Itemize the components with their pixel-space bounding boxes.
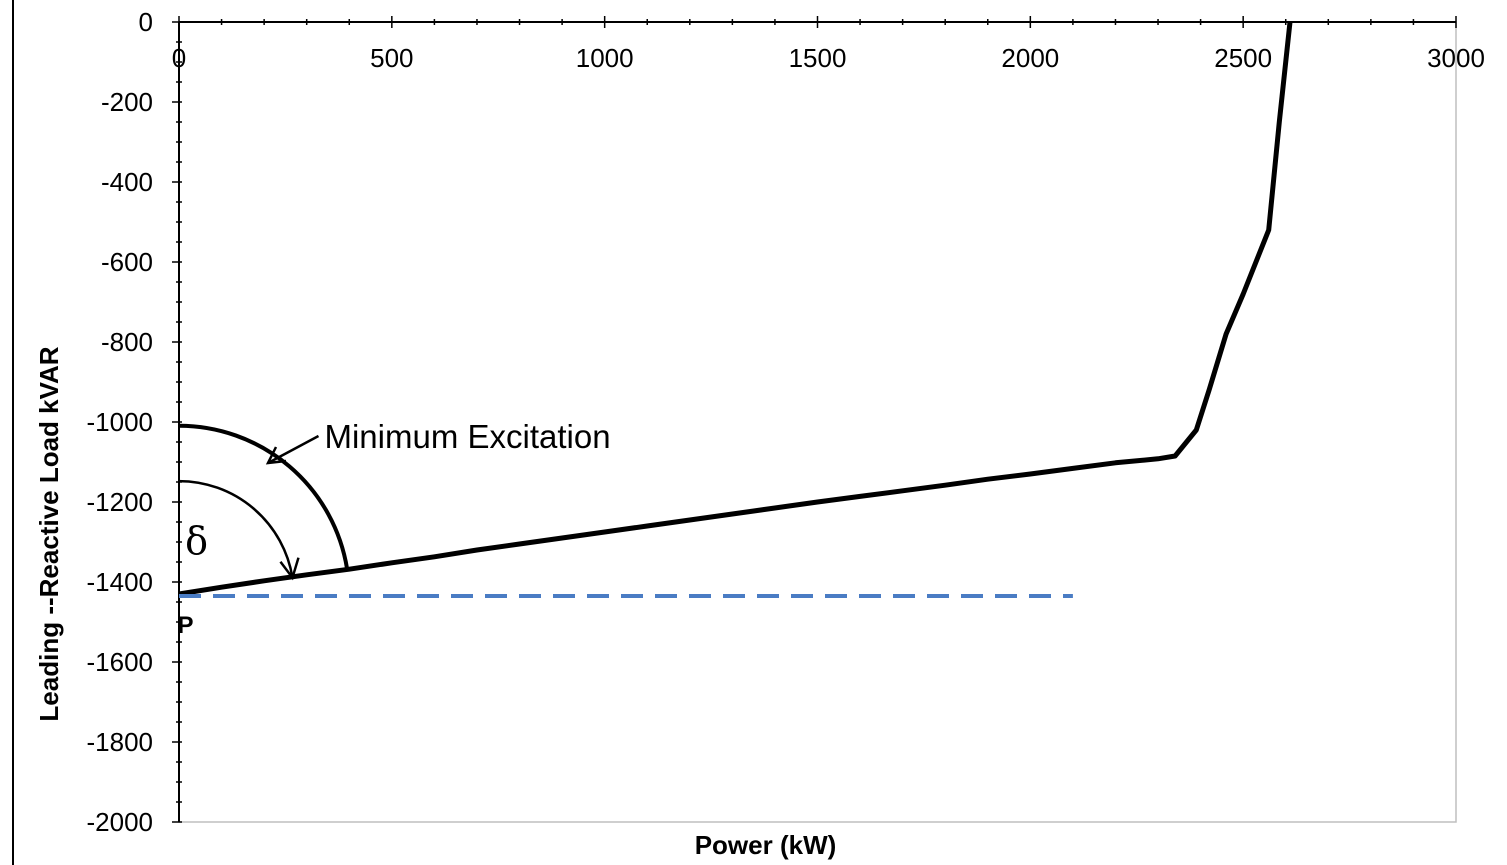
y-tick-label: -600 [101, 247, 153, 277]
y-axis-title: Leading --Reactive Load kVAR [34, 346, 64, 721]
x-tick-label: 3000 [1427, 43, 1485, 73]
x-tick-label: 2000 [1001, 43, 1059, 73]
y-tick-label: -2000 [87, 807, 154, 837]
delta-symbol: δ [185, 519, 208, 563]
min-excitation-arrowhead [265, 446, 287, 465]
tick-labels: 0 500 1000 1500 2000 2500 3000 0 -200 -400 -600 -80… [87, 7, 1485, 837]
min-excitation-arc [178, 423, 350, 570]
y-tick-label: 0 [139, 7, 153, 37]
annotations: Minimum Excitation δ P [178, 418, 611, 639]
tick-marks [172, 16, 1457, 823]
capability-curve-line [178, 21, 1293, 597]
x-tick-label: 500 [370, 43, 413, 73]
x-tick-label: 0 [172, 43, 186, 73]
delta-arrowhead [279, 557, 300, 581]
series-group [178, 21, 1293, 598]
y-tick-label: -800 [101, 327, 153, 357]
x-axis-title: Power (kW) [695, 830, 837, 860]
y-tick-label: -1600 [87, 647, 154, 677]
y-tick-label: -200 [101, 87, 153, 117]
y-tick-label: -1200 [87, 487, 154, 517]
min-excitation-label: Minimum Excitation [324, 418, 610, 455]
y-tick-label: -400 [101, 167, 153, 197]
min-excitation-arrow-shaft [267, 434, 320, 465]
y-tick-label: -1800 [87, 727, 154, 757]
y-tick-label: -1000 [87, 407, 154, 437]
y-tick-label: -1400 [87, 567, 154, 597]
point-p-label: P [178, 612, 194, 639]
x-tick-label: 1000 [576, 43, 634, 73]
delta-angle-arc [178, 479, 294, 578]
x-tick-label: 1500 [789, 43, 847, 73]
x-tick-label: 2500 [1214, 43, 1272, 73]
